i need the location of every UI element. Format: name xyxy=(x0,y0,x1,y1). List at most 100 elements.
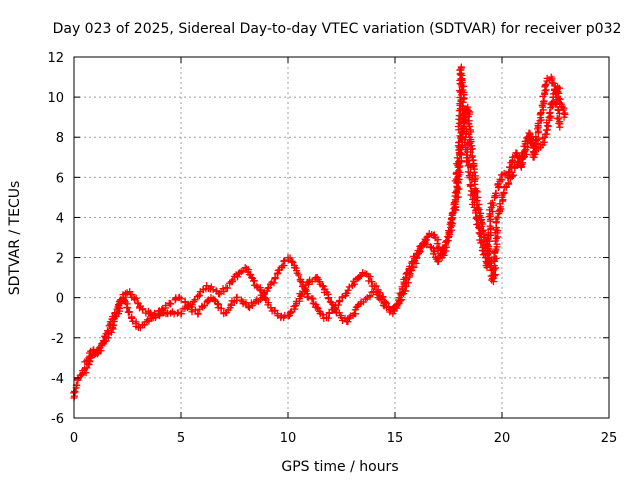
data-point-marker xyxy=(396,297,404,305)
data-point-marker xyxy=(560,113,568,121)
data-point-marker xyxy=(533,136,541,144)
data-point-marker xyxy=(550,85,558,93)
data-point-marker xyxy=(460,94,468,102)
chart-title: Day 023 of 2025, Sidereal Day-to-day VTE… xyxy=(53,21,622,37)
data-point-marker xyxy=(544,122,552,130)
data-point-marker xyxy=(546,108,554,116)
data-point-marker xyxy=(448,222,456,230)
data-point-marker xyxy=(532,147,540,155)
data-point-marker xyxy=(484,242,492,250)
data-point-marker xyxy=(460,110,468,118)
data-point-marker xyxy=(103,327,111,335)
data-point-marker xyxy=(542,81,550,89)
data-point-marker xyxy=(494,213,502,221)
y-tick-label: 10 xyxy=(47,91,64,106)
data-point-marker xyxy=(77,371,85,379)
data-point-marker xyxy=(167,300,175,308)
data-point-marker xyxy=(101,333,109,341)
data-point-marker xyxy=(466,182,474,190)
data-point-marker xyxy=(366,273,374,281)
y-tick-label: -6 xyxy=(51,412,64,427)
y-tick-label: 8 xyxy=(56,131,64,146)
data-point-marker xyxy=(124,304,131,312)
data-point-marker xyxy=(492,189,500,197)
y-tick-label: 6 xyxy=(56,171,64,186)
data-point-marker xyxy=(256,286,264,294)
data-point-marker xyxy=(298,291,306,299)
data-point-marker xyxy=(465,160,473,168)
x-tick-label: 0 xyxy=(70,431,78,446)
data-points xyxy=(70,63,569,402)
data-point-marker xyxy=(463,148,471,156)
x-tick-label: 20 xyxy=(494,431,511,446)
data-point-marker xyxy=(486,248,494,256)
data-point-marker xyxy=(455,158,463,166)
y-tick-label: 0 xyxy=(56,292,64,307)
data-point-marker xyxy=(453,168,461,176)
data-point-marker xyxy=(379,293,387,301)
data-point-marker xyxy=(491,271,499,279)
data-point-marker xyxy=(114,301,122,309)
data-point-marker xyxy=(99,337,107,345)
x-tick-label: 25 xyxy=(601,431,618,446)
data-point-marker xyxy=(523,134,531,142)
data-point-marker xyxy=(131,295,139,303)
data-point-marker xyxy=(125,308,133,316)
data-point-marker xyxy=(383,299,391,307)
y-tick-label: -4 xyxy=(51,372,64,387)
data-point-marker xyxy=(494,181,502,189)
data-point-marker xyxy=(406,267,414,275)
x-axis-label: GPS time / hours xyxy=(281,459,398,475)
y-tick-label: 2 xyxy=(56,252,64,267)
data-point-marker xyxy=(532,133,540,141)
data-point-marker xyxy=(496,175,504,183)
data-point-marker xyxy=(324,314,332,322)
data-point-marker xyxy=(484,235,492,243)
data-point-marker xyxy=(552,100,560,108)
data-point-marker xyxy=(233,293,241,301)
data-point-marker xyxy=(441,241,449,249)
data-point-marker xyxy=(468,176,476,184)
data-point-marker xyxy=(464,168,472,176)
data-point-marker xyxy=(472,214,480,222)
data-point-marker xyxy=(119,294,127,302)
data-point-marker xyxy=(477,232,485,240)
data-point-marker xyxy=(289,258,297,266)
data-point-marker xyxy=(82,369,90,377)
data-point-marker xyxy=(488,199,496,207)
data-point-marker xyxy=(201,302,209,310)
data-point-marker xyxy=(213,300,221,308)
data-point-marker xyxy=(411,257,419,265)
data-point-marker xyxy=(270,279,278,287)
data-point-marker xyxy=(143,316,151,324)
data-point-marker xyxy=(488,208,496,216)
data-point-marker xyxy=(448,210,456,218)
y-tick-label: 12 xyxy=(47,51,64,66)
data-point-marker xyxy=(244,303,252,311)
data-point-marker xyxy=(195,291,203,299)
data-point-marker xyxy=(492,234,500,242)
data-point-marker xyxy=(554,106,562,114)
data-point-marker xyxy=(267,304,275,312)
data-point-marker xyxy=(555,110,563,118)
x-tick-label: 10 xyxy=(280,431,297,446)
data-point-marker xyxy=(404,279,412,287)
data-point-marker xyxy=(273,270,281,278)
data-point-marker xyxy=(209,286,217,294)
data-point-marker xyxy=(536,117,544,125)
data-point-marker xyxy=(453,182,461,190)
data-point-marker xyxy=(253,282,261,290)
data-point-marker xyxy=(489,278,497,286)
data-point-marker xyxy=(229,276,237,284)
data-point-marker xyxy=(223,284,231,292)
data-point-marker xyxy=(170,310,178,318)
data-point-marker xyxy=(194,309,202,317)
x-tick-label: 5 xyxy=(177,431,185,446)
data-point-marker xyxy=(344,286,352,294)
data-point-marker xyxy=(162,301,170,309)
data-point-marker xyxy=(177,310,185,318)
data-point-marker xyxy=(381,298,389,306)
data-point-marker xyxy=(434,245,442,253)
data-point-marker xyxy=(473,215,481,223)
data-point-marker xyxy=(139,305,147,313)
